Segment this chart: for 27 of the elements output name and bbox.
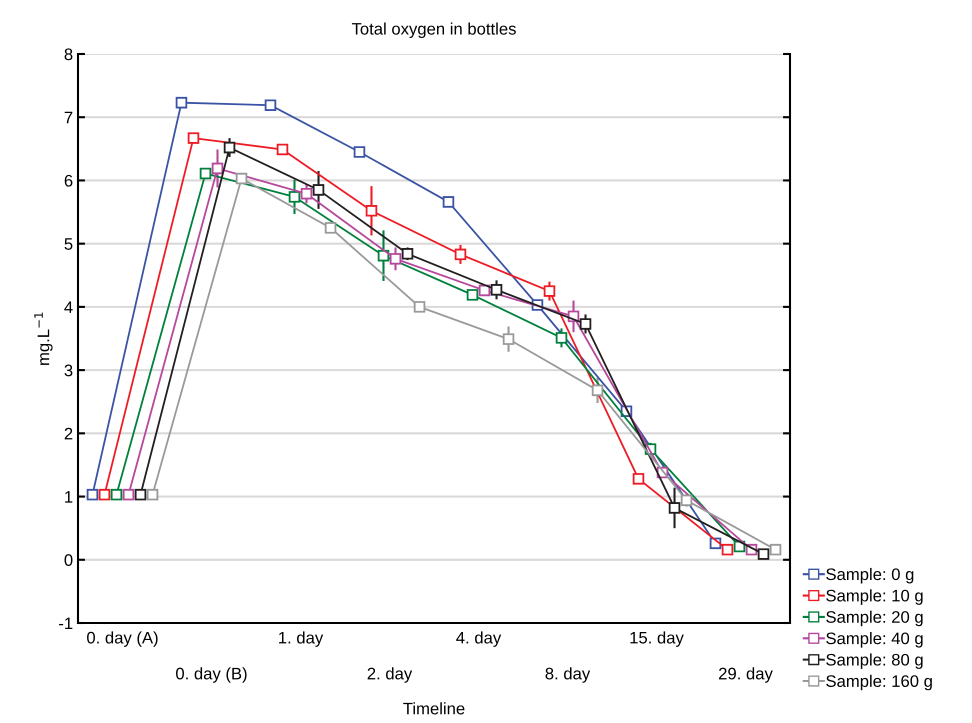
- y-tick-label: 5: [64, 238, 72, 250]
- y-tick-label: 3: [64, 364, 72, 376]
- x-tick-label: 15. day: [630, 631, 684, 647]
- legend-label: Sample: 160 g: [826, 674, 932, 690]
- x-tick-label: 0. day (B): [176, 667, 247, 683]
- legend-label: Sample: 40 g: [826, 632, 923, 648]
- y-tick-label: -1: [59, 618, 72, 630]
- x-tick-label: 1. day: [279, 631, 324, 647]
- x-tick-label: 2. day: [368, 667, 412, 683]
- y-tick-label: 1: [65, 491, 72, 503]
- x-tick-label: 29. day: [719, 667, 773, 683]
- y-tick-label: 7: [64, 112, 72, 124]
- chart-title: Total oxygen in bottles: [352, 22, 516, 38]
- y-axis-title: mg.L$^{−1}$: [34, 312, 53, 365]
- legend-label: Sample: 10 g: [826, 589, 923, 605]
- x-tick-label: 4. day: [456, 631, 502, 647]
- x-tick-label: 0. day (A): [87, 631, 158, 647]
- legend-label: Sample: 20 g: [826, 610, 923, 626]
- legend-label: Sample: 80 g: [826, 653, 923, 669]
- x-axis-title: Timeline: [403, 702, 464, 714]
- legend-label: Sample: 0 g: [826, 568, 914, 584]
- y-tick-label: 6: [64, 174, 72, 187]
- y-tick-label: 2: [64, 428, 72, 440]
- y-tick-label: 8: [64, 48, 72, 60]
- y-tick-label: 0: [64, 554, 72, 566]
- y-tick-label: 4: [64, 301, 73, 313]
- x-tick-label: 8. day: [546, 667, 590, 683]
